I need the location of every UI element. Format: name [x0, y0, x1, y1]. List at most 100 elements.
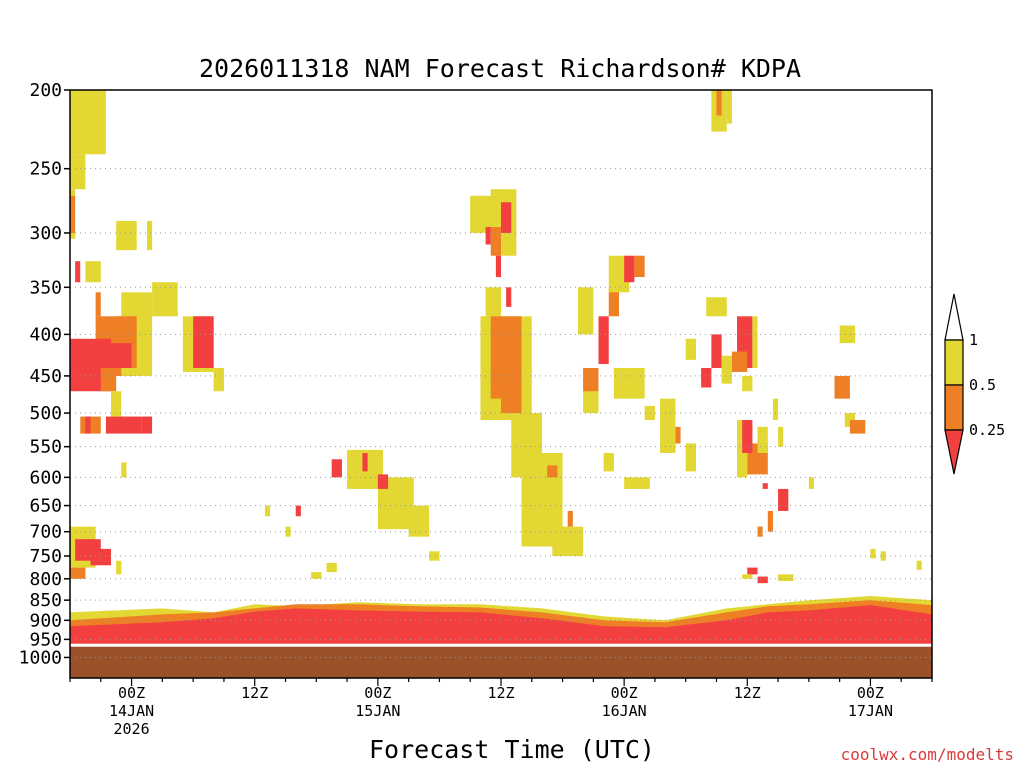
ri-region-41	[311, 572, 322, 579]
x-tick-label: 00Z	[611, 684, 638, 702]
y-tick-label-850: 850	[29, 590, 62, 611]
ri-region-100	[849, 420, 866, 434]
ri-region-19	[105, 416, 142, 434]
ri-region-68	[603, 453, 614, 472]
ri-region-18	[85, 416, 91, 434]
ri-region-103	[916, 560, 922, 570]
chart-title: 2026011318 NAM Forecast Richardson# KDPA	[199, 54, 801, 83]
ri-region-105	[742, 574, 753, 579]
y-tick-label-950: 950	[29, 629, 62, 650]
ri-region-56	[552, 526, 584, 557]
colorbar-bottom-arrow	[944, 429, 964, 475]
ri-region-95	[778, 426, 784, 447]
ri-region-28	[70, 567, 86, 579]
ri-region-72	[675, 426, 681, 444]
ri-region-4	[116, 221, 137, 251]
y-tick-label-1000: 1000	[19, 647, 62, 668]
x-tick-label: 12Z	[241, 684, 268, 702]
x-tick-label: 00Z	[364, 684, 391, 702]
ri-region-61	[583, 367, 599, 392]
x-tick-label: 16JAN	[602, 702, 647, 720]
y-tick-label-500: 500	[29, 403, 62, 424]
colorbar-label-2: 0.25	[969, 421, 1005, 439]
ri-region-16	[111, 391, 122, 417]
ri-region-78	[721, 355, 732, 384]
ri-region-77	[701, 367, 712, 388]
ri-region-82	[742, 375, 753, 392]
y-tick-label-750: 750	[29, 546, 62, 567]
ri-region-45	[501, 202, 512, 233]
credit-link[interactable]: coolwx.com/modelts	[841, 745, 1014, 764]
ri-region-102	[880, 551, 886, 561]
ri-region-101	[870, 548, 876, 559]
colorbar-label-1: 0.5	[969, 376, 996, 394]
ri-region-73	[685, 443, 696, 472]
x-tick-label: 2026	[114, 720, 150, 738]
ri-region-63	[608, 287, 620, 317]
x-tick-label: 17JAN	[848, 702, 893, 720]
y-tick-label-550: 550	[29, 437, 62, 458]
ri-region-94	[808, 477, 814, 489]
ri-region-53	[501, 367, 522, 414]
ri-region-62	[598, 316, 609, 364]
ri-region-80	[731, 351, 748, 372]
ri-region-15	[100, 367, 117, 392]
y-tick-label-250: 250	[29, 159, 62, 180]
ri-region-7	[85, 261, 101, 283]
ri-region-39	[285, 526, 291, 537]
ri-region-59	[577, 287, 594, 335]
ri-region-14	[105, 343, 132, 368]
ri-region-70	[644, 405, 655, 421]
y-tick-label-800: 800	[29, 569, 62, 590]
ri-region-20	[141, 416, 153, 434]
x-tick-label: 00Z	[857, 684, 884, 702]
x-tick-label: 14JAN	[109, 702, 154, 720]
x-tick-label: 12Z	[487, 684, 514, 702]
ri-region-24	[121, 462, 127, 478]
colorbar-seg-025-05	[944, 384, 964, 431]
ri-region-34	[362, 453, 368, 472]
ri-region-36	[429, 551, 440, 561]
ri-region-29	[116, 560, 122, 575]
ri-region-88	[757, 426, 768, 454]
ri-region-1	[70, 154, 86, 190]
y-tick-label-200: 200	[29, 80, 62, 101]
ri-region-107	[757, 576, 768, 584]
ri-region-104	[747, 567, 758, 575]
colorbar-top-arrow	[944, 293, 964, 341]
x-tick-label: 15JAN	[355, 702, 400, 720]
ri-region-106	[778, 574, 794, 581]
colorbar-legend: 1 0.5 0.25	[944, 293, 1005, 475]
ri-region-81	[752, 316, 758, 368]
ri-region-49	[506, 287, 512, 307]
ri-region-67	[613, 367, 645, 399]
x-tick-label: 12Z	[734, 684, 761, 702]
ri-region-69	[624, 477, 650, 489]
ri-region-97	[839, 325, 856, 344]
shading-layer	[70, 90, 932, 678]
y-tick-label-900: 900	[29, 610, 62, 631]
ri-region-90	[762, 483, 768, 489]
ri-region-65	[624, 255, 635, 283]
ri-region-38	[295, 505, 301, 517]
ri-region-71	[660, 398, 676, 454]
ri-region-3	[70, 195, 76, 233]
plot-area	[69, 89, 933, 679]
ri-region-92	[767, 510, 773, 532]
ri-region-84	[716, 90, 722, 116]
y-tick-label-350: 350	[29, 277, 62, 298]
ri-region-91	[778, 488, 789, 511]
ri-region-47	[485, 227, 491, 245]
ri-region-50	[485, 287, 501, 321]
ri-region-89	[742, 420, 753, 454]
colorbar-seg-05-1	[944, 339, 964, 386]
ri-region-74	[706, 297, 727, 317]
ground-gap	[70, 643, 932, 647]
ri-region-8	[95, 292, 101, 317]
y-tick-label-700: 700	[29, 522, 62, 543]
ri-region-37	[264, 505, 271, 517]
ri-region-33	[408, 505, 430, 537]
ri-region-6	[75, 261, 81, 283]
